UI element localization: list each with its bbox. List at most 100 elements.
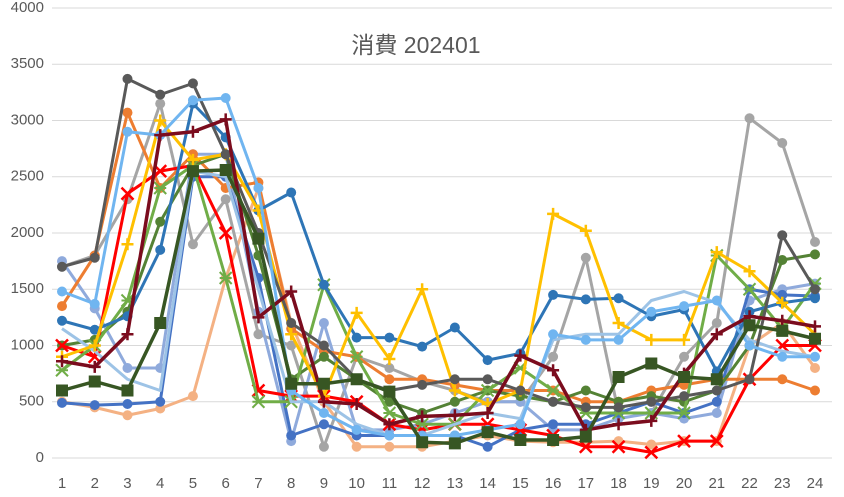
point-marker xyxy=(548,329,559,340)
point-marker xyxy=(743,319,756,332)
point-marker xyxy=(448,437,461,450)
point-marker xyxy=(252,232,265,245)
point-marker xyxy=(744,374,755,385)
y-tick-label: 1500 xyxy=(11,280,44,297)
point-marker xyxy=(382,406,397,420)
point-marker xyxy=(777,255,788,265)
point-marker xyxy=(187,78,198,89)
point-marker xyxy=(580,294,591,305)
point-marker xyxy=(155,244,166,255)
point-marker xyxy=(613,334,624,345)
point-marker xyxy=(55,338,69,353)
point-marker xyxy=(253,183,264,193)
point-marker xyxy=(448,409,461,422)
point-marker xyxy=(449,374,460,385)
point-marker xyxy=(286,187,297,198)
y-tick-label: 3500 xyxy=(11,55,44,72)
x-tick-label: 14 xyxy=(479,475,496,492)
point-marker xyxy=(187,239,198,250)
point-marker xyxy=(415,417,429,431)
x-tick-label: 18 xyxy=(610,475,627,492)
point-marker xyxy=(384,441,395,452)
point-marker xyxy=(384,363,395,373)
point-marker xyxy=(646,439,657,450)
point-marker xyxy=(710,246,723,259)
y-tick-label: 2000 xyxy=(11,224,44,241)
point-marker xyxy=(351,441,362,452)
point-marker xyxy=(548,351,559,362)
point-marker xyxy=(89,252,100,263)
point-marker xyxy=(122,73,133,84)
chart-title: 消費 202401 xyxy=(351,32,480,58)
series-line xyxy=(61,77,817,409)
point-marker xyxy=(810,237,820,247)
point-marker xyxy=(482,374,493,385)
point-marker xyxy=(384,374,395,385)
point-marker xyxy=(218,271,233,285)
point-marker xyxy=(548,289,559,300)
point-marker xyxy=(580,402,591,413)
x-tick-label: 12 xyxy=(414,475,431,492)
point-marker xyxy=(482,355,493,366)
point-marker xyxy=(612,418,625,431)
x-tick-label: 11 xyxy=(382,475,398,492)
point-marker xyxy=(121,238,134,251)
x-tick-label: 7 xyxy=(254,475,262,492)
point-marker xyxy=(187,95,198,106)
point-marker xyxy=(318,419,329,430)
x-tick-label: 20 xyxy=(676,475,693,492)
point-marker xyxy=(88,339,101,352)
point-marker xyxy=(612,371,625,383)
point-marker xyxy=(89,400,100,411)
point-marker xyxy=(317,377,330,390)
point-marker xyxy=(350,373,363,386)
point-marker xyxy=(580,334,591,345)
point-marker xyxy=(644,445,659,460)
point-marker xyxy=(318,340,329,351)
point-marker xyxy=(155,396,166,407)
point-marker xyxy=(613,402,624,413)
point-marker xyxy=(220,194,231,205)
point-marker xyxy=(645,357,658,370)
point-marker xyxy=(646,306,657,317)
point-marker xyxy=(187,391,198,402)
point-marker xyxy=(679,351,690,362)
point-marker xyxy=(416,436,429,449)
point-marker xyxy=(57,315,67,326)
point-marker xyxy=(220,149,231,160)
point-marker xyxy=(121,384,134,397)
point-marker xyxy=(253,329,264,340)
point-marker xyxy=(580,252,591,263)
point-marker xyxy=(777,374,788,385)
point-marker xyxy=(579,224,592,237)
point-marker xyxy=(711,408,722,418)
point-marker xyxy=(578,439,593,454)
point-marker xyxy=(417,379,428,390)
y-tick-label: 4000 xyxy=(11,0,44,16)
x-tick-label: 3 xyxy=(123,475,131,492)
point-marker xyxy=(711,295,722,306)
point-marker xyxy=(350,398,363,410)
point-marker xyxy=(481,407,494,419)
point-marker xyxy=(710,373,723,386)
x-tick-label: 6 xyxy=(222,475,230,492)
point-marker xyxy=(154,129,167,142)
x-tick-label: 4 xyxy=(156,475,164,492)
point-marker xyxy=(186,153,199,166)
point-marker xyxy=(57,261,67,272)
point-marker xyxy=(417,341,428,352)
point-marker xyxy=(57,301,67,312)
point-marker xyxy=(186,125,199,138)
point-marker xyxy=(57,286,67,297)
point-marker xyxy=(810,249,820,260)
point-marker xyxy=(515,419,526,430)
point-marker xyxy=(349,350,364,364)
point-marker xyxy=(186,165,199,178)
point-marker xyxy=(318,318,329,328)
point-marker xyxy=(742,282,757,296)
point-marker xyxy=(317,395,330,408)
point-marker xyxy=(121,328,134,341)
point-marker xyxy=(777,289,788,300)
x-tick-label: 1 xyxy=(58,475,66,492)
